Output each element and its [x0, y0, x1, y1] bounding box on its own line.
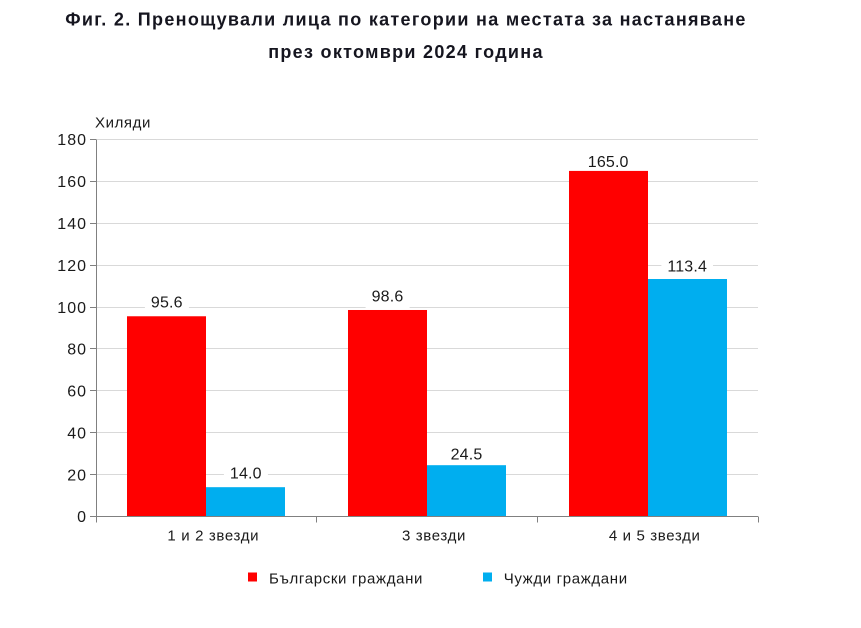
svg-text:Фиг. 2. Пренощували лица по ка: Фиг. 2. Пренощували лица по категории на…: [65, 10, 746, 30]
svg-text:24.5: 24.5: [451, 447, 483, 464]
svg-text:1 и 2 звезди: 1 и 2 звезди: [167, 528, 259, 545]
svg-text:3 звезди: 3 звезди: [402, 528, 466, 545]
svg-text:98.6: 98.6: [372, 289, 404, 306]
svg-text:през октомври 2024 година: през октомври 2024 година: [268, 42, 544, 62]
svg-text:60: 60: [67, 384, 87, 401]
svg-text:95.6: 95.6: [151, 294, 183, 311]
svg-text:165.0: 165.0: [588, 154, 629, 171]
svg-text:Български граждани: Български граждани: [269, 571, 423, 588]
svg-text:14.0: 14.0: [230, 466, 262, 483]
svg-text:100: 100: [57, 300, 87, 317]
svg-text:20: 20: [67, 467, 87, 484]
svg-text:40: 40: [67, 425, 87, 442]
svg-text:4 и 5 звезди: 4 и 5 звезди: [609, 528, 701, 545]
svg-text:120: 120: [57, 258, 87, 275]
svg-text:80: 80: [67, 342, 87, 359]
svg-text:113.4: 113.4: [667, 258, 707, 275]
svg-text:Чужди граждани: Чужди граждани: [504, 571, 628, 588]
svg-text:Хиляди: Хиляди: [95, 115, 151, 132]
svg-text:180: 180: [57, 132, 87, 149]
svg-text:0: 0: [77, 509, 87, 526]
svg-text:140: 140: [57, 216, 87, 233]
svg-text:160: 160: [57, 174, 87, 191]
